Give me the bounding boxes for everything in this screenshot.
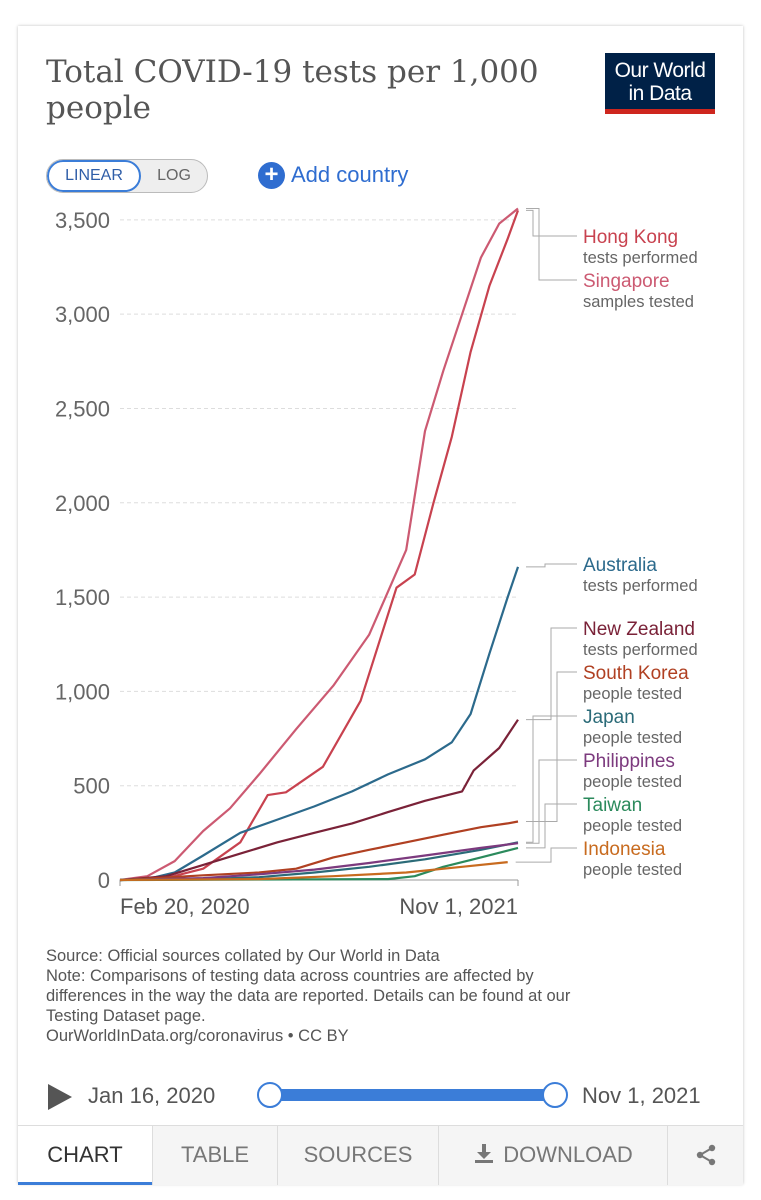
chart-title: Total COVID-19 tests per 1,000 people <box>46 54 539 126</box>
series-line <box>119 719 519 882</box>
scale-toggle: LINEAR LOG <box>46 159 208 193</box>
y-tick-label: 2,500 <box>55 396 110 421</box>
comparison-note-3[interactable]: Testing Dataset page. <box>46 1007 206 1025</box>
tab-chart[interactable]: CHART <box>18 1126 152 1185</box>
legend-sublabel: people tested <box>583 685 682 703</box>
chart-notes: Source: Official sources collated by Our… <box>46 946 726 1046</box>
legend-connector <box>526 803 577 849</box>
bottom-tabs: CHART TABLE SOURCES DOWNLOAD <box>18 1125 743 1185</box>
legend-sublabel: people tested <box>583 773 682 791</box>
legend-label: Taiwan <box>583 795 642 816</box>
play-icon[interactable] <box>48 1084 72 1110</box>
x-tick-label: Feb 20, 2020 <box>120 894 250 919</box>
comparison-note-1: Note: Comparisons of testing data across… <box>46 967 534 985</box>
legend-label: South Korea <box>583 663 689 684</box>
series-line <box>119 846 519 882</box>
series-line <box>119 861 508 882</box>
legend-connector <box>526 627 577 721</box>
linear-scale-button[interactable]: LINEAR <box>47 160 141 192</box>
legend-sublabel: people tested <box>583 817 682 835</box>
legend-label: Australia <box>583 555 657 576</box>
tab-download[interactable]: DOWNLOAD <box>438 1126 667 1185</box>
tab-share[interactable] <box>667 1126 743 1185</box>
legend-sublabel: tests performed <box>583 577 698 595</box>
legend-sublabel: samples tested <box>583 293 694 311</box>
download-label: DOWNLOAD <box>503 1142 633 1167</box>
legend-connector <box>526 759 577 844</box>
legend-label: New Zealand <box>583 619 695 640</box>
tab-table[interactable]: TABLE <box>152 1126 277 1185</box>
legend-sublabel: tests performed <box>583 249 698 267</box>
timeline-start-date: Jan 16, 2020 <box>88 1083 216 1108</box>
owid-logo[interactable]: Our World in Data <box>605 53 715 114</box>
y-tick-label: 0 <box>98 868 110 893</box>
share-icon <box>696 1144 715 1166</box>
y-tick-label: 3,500 <box>55 208 110 233</box>
x-tick-label: Nov 1, 2021 <box>399 894 518 919</box>
y-tick-label: 1,000 <box>55 679 110 704</box>
legend-connector <box>526 715 577 843</box>
legend-connector <box>526 209 577 237</box>
chart-card: Total COVID-19 tests per 1,000 people Ou… <box>18 26 743 1185</box>
add-country-button[interactable]: + Add country <box>258 159 408 191</box>
log-scale-button[interactable]: LOG <box>157 167 191 184</box>
timeline-end-date: Nov 1, 2021 <box>582 1083 701 1108</box>
timeline-track[interactable] <box>269 1089 555 1101</box>
legend-connector <box>526 671 577 823</box>
legend-label: Philippines <box>583 751 675 772</box>
series-line <box>119 820 519 882</box>
legend-label: Singapore <box>583 271 670 292</box>
y-tick-label: 3,000 <box>55 302 110 327</box>
source-note: Source: Official sources collated by Our… <box>46 947 440 965</box>
comparison-note-2: differences in the way the data are repo… <box>46 987 571 1005</box>
legend-connector <box>526 208 577 281</box>
series-line <box>119 842 519 882</box>
license-note[interactable]: OurWorldInData.org/coronavirus • CC BY <box>46 1027 349 1045</box>
legend-label: Indonesia <box>583 839 666 860</box>
plus-circle-icon: + <box>258 161 285 189</box>
legend-label: Hong Kong <box>583 227 678 248</box>
legend-label: Japan <box>583 707 635 728</box>
logo-line-1: Our World <box>614 59 706 82</box>
download-icon <box>475 1144 494 1163</box>
tab-sources[interactable]: SOURCES <box>277 1126 438 1185</box>
legend-connector <box>515 847 577 863</box>
series-line <box>119 207 519 882</box>
series-line <box>119 566 520 882</box>
timeline: Jan 16, 2020 Nov 1, 2021 <box>46 1076 726 1116</box>
legend-sublabel: people tested <box>583 729 682 747</box>
legend-sublabel: people tested <box>583 861 682 879</box>
y-tick-label: 500 <box>73 774 110 799</box>
legend-connector <box>526 563 577 568</box>
timeline-end-handle[interactable] <box>542 1082 568 1108</box>
timeline-start-handle[interactable] <box>257 1082 283 1108</box>
y-tick-label: 2,000 <box>55 491 110 516</box>
line-chart: 0 500 1,000 1,500 2,000 2,500 3,000 3,500 Feb 20… <box>55 207 698 919</box>
logo-line-2: in Data <box>628 82 692 105</box>
add-country-label: Add country <box>291 162 409 187</box>
series-line <box>119 210 520 882</box>
y-tick-label: 1,500 <box>55 585 110 610</box>
legend-sublabel: tests performed <box>583 641 698 659</box>
